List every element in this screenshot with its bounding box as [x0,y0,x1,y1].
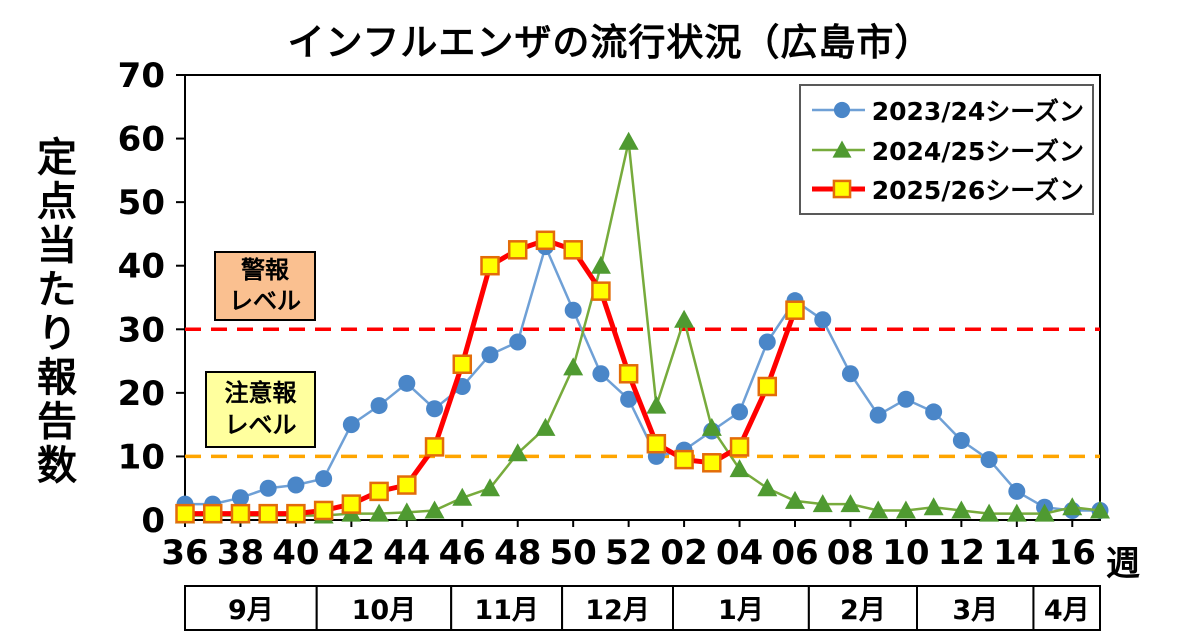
svg-text:10月: 10月 [352,595,417,626]
svg-text:48: 48 [494,533,541,573]
svg-text:40: 40 [118,247,165,287]
svg-text:04: 04 [716,533,763,573]
legend: 2023/24シーズン 2024/25シーズン 2025/26シーズン [799,84,1094,215]
svg-text:14: 14 [993,533,1040,573]
svg-text:3月: 3月 [952,595,998,626]
month-band: 9月 10月 11月 12月 1月 2月 3月 4月 [184,585,1102,631]
svg-text:38: 38 [217,533,264,573]
svg-text:02: 02 [660,533,707,573]
legend-item-2025-26: 2025/26シーズン [809,171,1084,207]
legend-triangle-marker-icon [812,140,865,158]
legend-item-2023-24: 2023/24シーズン [809,92,1084,128]
legend-item-2024-25: 2024/25シーズン [809,132,1084,168]
legend-label-2025-26: 2025/26シーズン [871,176,1084,206]
legend-circle-marker-icon [812,101,865,118]
series-2025-26 [175,230,805,524]
warning-level-label-box: 警報 レベル [214,251,316,321]
svg-text:16: 16 [1049,533,1096,573]
svg-text:50: 50 [118,183,165,223]
chart-title: インフルエンザの流行状況（広島市） [287,21,933,64]
svg-text:70: 70 [118,56,165,96]
warning-level-label-line1: 警報 [241,255,289,284]
legend-label-2024-25: 2024/25シーズン [871,136,1084,166]
svg-text:60: 60 [118,120,165,160]
x-axis-unit-label: 週 [1106,544,1140,584]
svg-text:11月: 11月 [474,595,539,626]
svg-text:40: 40 [272,533,319,573]
svg-text:4月: 4月 [1044,595,1090,626]
svg-text:08: 08 [827,533,874,573]
svg-text:12: 12 [938,533,985,573]
svg-text:1月: 1月 [718,595,764,626]
svg-text:0: 0 [141,501,165,541]
alert-level-label-box: 注意報 レベル [205,371,316,448]
x-axis-week-labels: 36 38 40 42 44 46 48 50 52 02 04 06 08 10 12 14 16 [161,520,1096,573]
svg-text:50: 50 [550,533,597,573]
svg-text:2月: 2月 [840,595,886,626]
svg-text:30: 30 [118,310,165,350]
svg-text:20: 20 [118,374,165,414]
svg-text:06: 06 [771,533,818,573]
reference-lines [185,327,1100,459]
legend-label-2023-24: 2023/24シーズン [871,96,1084,126]
svg-text:46: 46 [439,533,486,573]
svg-text:42: 42 [328,533,375,573]
svg-text:10: 10 [118,437,165,477]
svg-text:9月: 9月 [228,595,274,626]
legend-square-marker-icon [812,179,865,199]
axes: 0 10 20 30 40 50 60 70 [118,56,1101,541]
svg-text:52: 52 [605,533,652,573]
y-axis-title: 定点当たり報告数 [30,136,76,488]
svg-text:10: 10 [882,533,929,573]
alert-level-label-line2: レベル [224,410,297,439]
svg-text:12月: 12月 [585,595,650,626]
warning-level-label-line2: レベル [229,287,301,315]
svg-text:36: 36 [161,533,208,573]
alert-level-label-line1: 注意報 [224,379,297,408]
svg-text:44: 44 [383,533,430,573]
